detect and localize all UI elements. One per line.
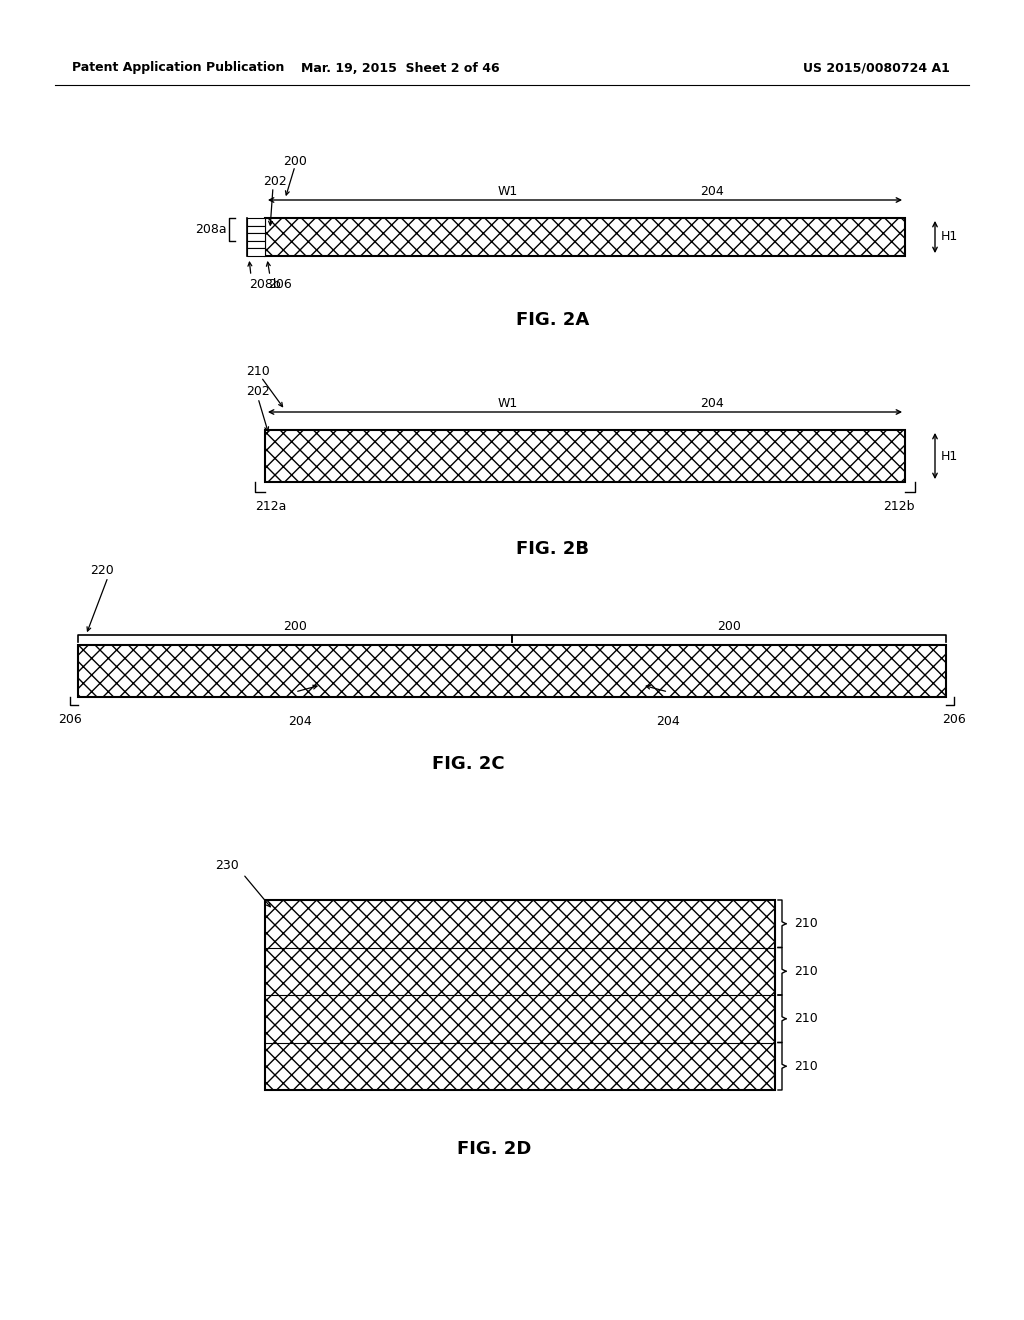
Text: 212a: 212a [255,500,287,513]
Bar [265,218,905,256]
Text: 212b: 212b [884,500,915,513]
Text: 204: 204 [700,185,724,198]
Text: 204: 204 [656,715,680,729]
Text: 210: 210 [794,1012,818,1026]
Bar [247,226,265,234]
Text: 206: 206 [268,279,292,290]
Text: FIG. 2A: FIG. 2A [516,312,590,329]
Bar [247,240,265,248]
Text: 202: 202 [263,176,287,187]
Text: 200: 200 [283,154,307,168]
Text: FIG. 2D: FIG. 2D [458,1140,531,1158]
Text: W1: W1 [498,185,518,198]
Text: 220: 220 [90,564,114,577]
Text: 204: 204 [288,715,312,729]
Text: H1: H1 [941,450,958,462]
Bar [265,430,905,482]
Bar [265,900,775,1090]
Text: 208b: 208b [249,279,281,290]
Text: 210: 210 [794,917,818,931]
Text: FIG. 2B: FIG. 2B [516,540,590,558]
Text: Patent Application Publication: Patent Application Publication [72,62,285,74]
Bar [78,645,946,697]
Text: 204: 204 [700,397,724,411]
Text: FIG. 2C: FIG. 2C [432,755,505,774]
Bar [247,248,265,256]
Text: US 2015/0080724 A1: US 2015/0080724 A1 [803,62,950,74]
Text: 200: 200 [717,620,741,634]
Text: 206: 206 [58,713,82,726]
Bar [247,234,265,240]
Text: 202: 202 [246,385,270,399]
Text: 208a: 208a [196,223,227,236]
Bar [247,218,265,226]
Text: H1: H1 [941,231,958,243]
Text: W1: W1 [498,397,518,411]
Text: 210: 210 [794,965,818,978]
Text: 210: 210 [246,366,270,378]
Text: Mar. 19, 2015  Sheet 2 of 46: Mar. 19, 2015 Sheet 2 of 46 [301,62,500,74]
Text: 210: 210 [794,1060,818,1073]
Text: 200: 200 [283,620,307,634]
Text: 230: 230 [215,859,239,873]
Text: 206: 206 [942,713,966,726]
